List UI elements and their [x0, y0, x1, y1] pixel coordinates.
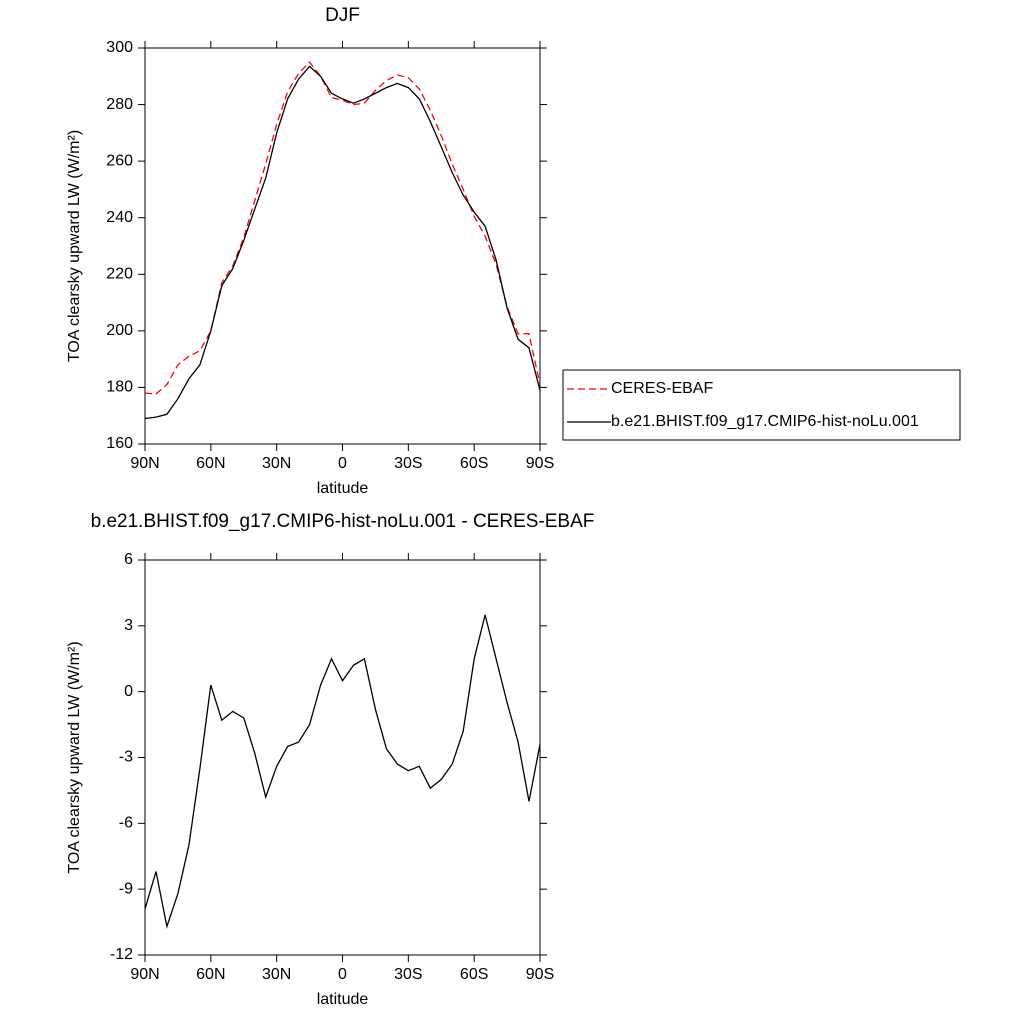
- x-tick-label: 60N: [196, 455, 225, 472]
- y-tick-label: 0: [124, 683, 133, 700]
- plot-frame: [144, 559, 541, 956]
- x-tick-label: 30N: [262, 455, 291, 472]
- y-axis-label: TOA clearsky upward LW (W/m²): [66, 130, 83, 362]
- y-tick-label: 260: [106, 152, 133, 169]
- y-tick-label: -3: [119, 749, 133, 766]
- x-tick-label: 90S: [526, 455, 554, 472]
- data-line: [144, 614, 541, 930]
- x-tick-label: 90N: [130, 455, 159, 472]
- x-tick-label: 30N: [262, 966, 291, 983]
- x-tick-label: 0: [338, 966, 347, 983]
- y-tick-label: 180: [106, 379, 133, 396]
- y-axis-label: TOA clearsky upward LW (W/m²): [66, 641, 83, 873]
- x-tick-label: 60S: [460, 966, 488, 983]
- x-tick-label: 90N: [130, 966, 159, 983]
- x-axis-label: latitude: [317, 991, 369, 1008]
- y-tick-label: 240: [106, 209, 133, 226]
- y-tick-label: 220: [106, 266, 133, 283]
- y-tick-label: 160: [106, 435, 133, 452]
- y-tick-label: 200: [106, 322, 133, 339]
- x-tick-label: 90S: [526, 966, 554, 983]
- x-tick-label: 0: [338, 455, 347, 472]
- x-axis-label: latitude: [317, 480, 369, 497]
- y-tick-label: 6: [124, 551, 133, 568]
- plot-frame: [144, 47, 541, 445]
- chart-title: b.e21.BHIST.f09_g17.CMIP6-hist-noLu.001 …: [91, 511, 595, 532]
- x-tick-label: 60N: [196, 966, 225, 983]
- legend-frame: [562, 369, 961, 441]
- y-tick-label: 300: [106, 39, 133, 56]
- x-tick-label: 30S: [394, 966, 422, 983]
- y-tick-label: -6: [119, 815, 133, 832]
- legend-label: b.e21.BHIST.f09_g17.CMIP6-hist-noLu.001: [611, 413, 919, 430]
- data-line: [144, 61, 541, 395]
- legend-label: CERES-EBAF: [611, 380, 713, 397]
- data-line: [144, 65, 541, 420]
- chart-title: DJF: [325, 5, 360, 26]
- y-tick-label: 280: [106, 96, 133, 113]
- y-tick-label: -9: [119, 880, 133, 897]
- x-tick-label: 30S: [394, 455, 422, 472]
- y-tick-label: -12: [110, 946, 133, 963]
- y-tick-label: 3: [124, 617, 133, 634]
- x-tick-label: 60S: [460, 455, 488, 472]
- legend: CERES-EBAF b.e21.BHIST.f09_g17.CMIP6-hist…: [562, 369, 961, 441]
